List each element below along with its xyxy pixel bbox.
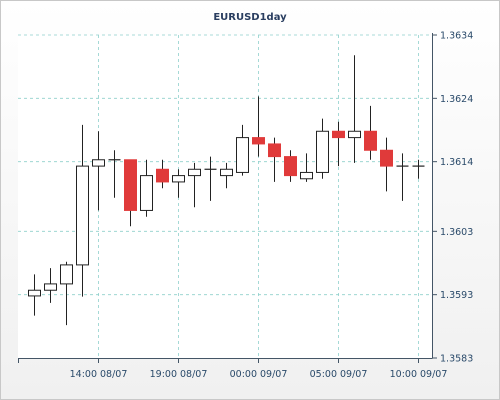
candle-body-up (236, 137, 249, 173)
candle (108, 150, 121, 198)
candle-body-down (380, 149, 393, 167)
y-tick-label: 1.3583 (440, 354, 473, 365)
candle-body-up (188, 168, 201, 177)
candle-body-down (268, 143, 281, 158)
candle (380, 137, 393, 192)
x-tick-label: 10:00 09/07 (390, 369, 448, 380)
candle-body-down (124, 159, 137, 211)
candle-body-up (220, 168, 233, 177)
y-tick-label: 1.3593 (440, 290, 473, 301)
candle (220, 162, 233, 189)
candle (124, 159, 137, 227)
candle (172, 169, 185, 198)
candle (28, 274, 41, 316)
candle (348, 55, 361, 163)
x-tick-label: 05:00 09/07 (310, 369, 368, 380)
candle-body-up (76, 165, 89, 266)
candle-body-up (172, 175, 185, 183)
candle-body-down (332, 130, 345, 139)
candle-body-up (44, 283, 57, 291)
candle (76, 124, 89, 297)
x-tick-label: 19:00 08/07 (150, 369, 208, 380)
candle (156, 159, 169, 189)
candle-body-down (156, 168, 169, 183)
candle (92, 131, 105, 211)
grid (18, 34, 432, 358)
candle (332, 121, 345, 167)
candle (300, 153, 313, 182)
candle-body-up (92, 159, 105, 167)
candles (28, 55, 425, 326)
y-tick-label: 1.3614 (440, 157, 473, 168)
candle (188, 162, 201, 208)
candle (284, 150, 297, 182)
candle (268, 137, 281, 182)
candle (364, 105, 377, 160)
y-axis-ticks: 1.3634 1.3624 1.3614 1.3603 1.3593 1.3583 (440, 31, 473, 365)
y-tick-label: 1.3603 (440, 227, 473, 238)
candle (412, 159, 425, 179)
candle (252, 96, 265, 157)
candle-body-down (284, 156, 297, 177)
candle (236, 124, 249, 176)
candle (316, 118, 329, 179)
y-tick-label: 1.3624 (440, 94, 473, 105)
candle (140, 159, 153, 217)
candle-body-up (60, 264, 73, 285)
x-tick-label: 00:00 09/07 (230, 369, 288, 380)
candle (396, 153, 409, 201)
candle-body-down (364, 130, 377, 151)
chart-title: EURUSD1day (213, 12, 287, 23)
x-tick-label: 14:00 08/07 (70, 369, 128, 380)
candle-body-down (252, 137, 265, 145)
candle-body-up (348, 130, 361, 139)
candle-body-up (300, 171, 313, 180)
candle (44, 268, 57, 303)
candle (60, 261, 73, 326)
candle-body-up (140, 175, 153, 211)
candle-body-up (28, 289, 41, 297)
y-tick-label: 1.3634 (440, 31, 473, 42)
axes (18, 33, 437, 363)
candle (204, 156, 217, 201)
x-axis-ticks: 14:00 08/07 19:00 08/07 00:00 09/07 05:00 0… (70, 369, 448, 380)
candle-body-up (316, 130, 329, 173)
